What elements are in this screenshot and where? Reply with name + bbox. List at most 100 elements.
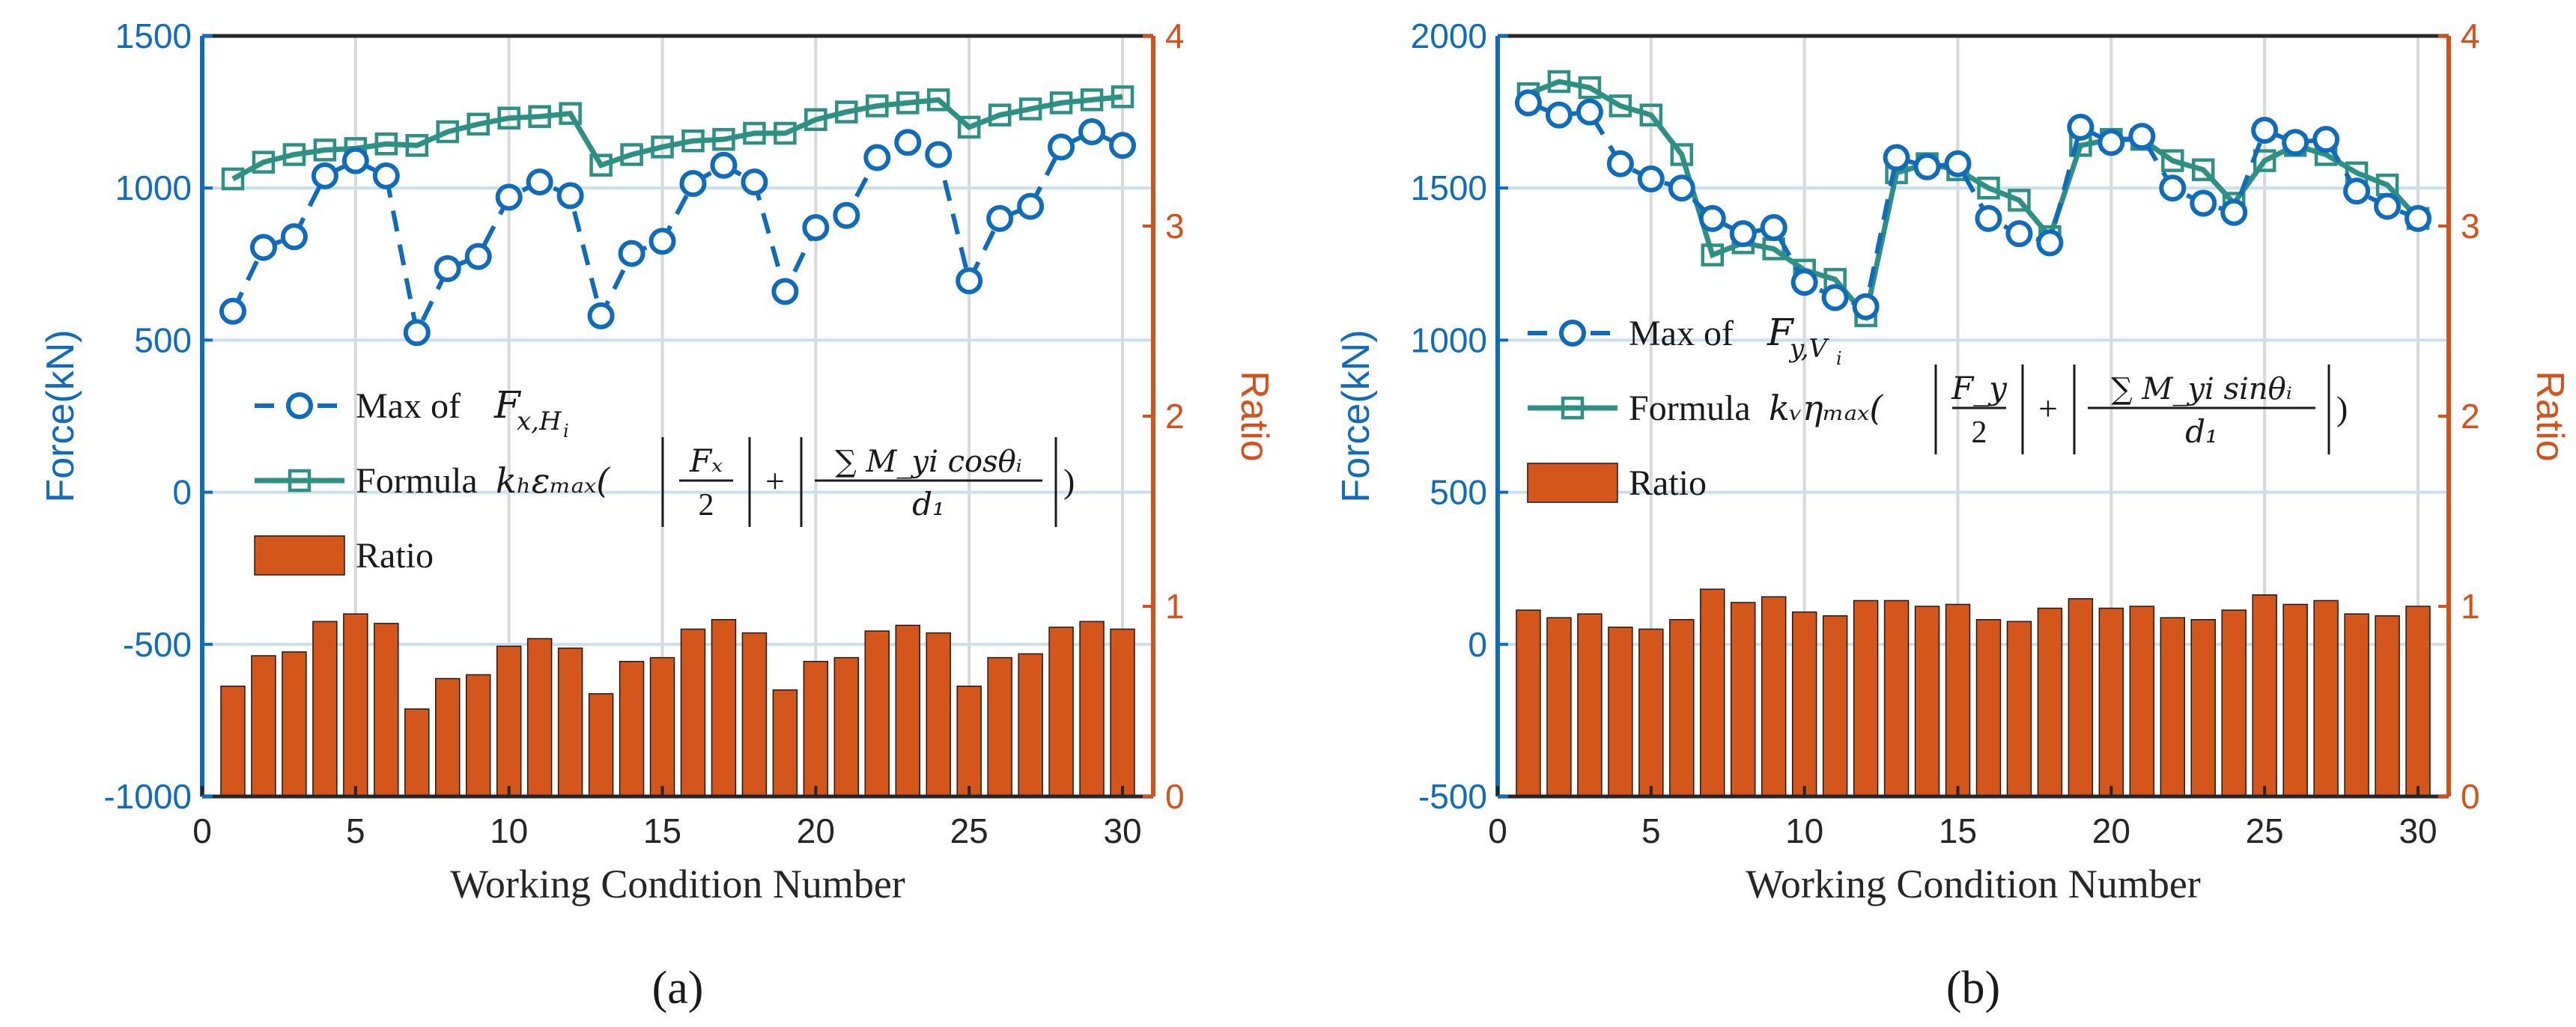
max-marker	[1975, 204, 2002, 232]
legend-max-marker	[286, 392, 313, 419]
ratio-bar	[895, 624, 920, 797]
max-marker	[618, 240, 645, 267]
max-marker	[863, 144, 891, 171]
formula-marker	[2161, 149, 2184, 172]
ratio-bar	[2344, 613, 2369, 797]
max-marker	[679, 170, 707, 198]
ratio-bar	[2252, 594, 2277, 797]
ratio-bar	[2282, 603, 2308, 797]
x-tick-label: 30	[1103, 811, 1141, 850]
formula-marker	[988, 103, 1012, 127]
max-marker	[2405, 204, 2432, 232]
legend-max-label: Max of	[1629, 314, 1734, 353]
ratio-bar	[2313, 600, 2339, 797]
ratio-bar	[833, 656, 860, 797]
ratio-bar	[1945, 603, 1971, 797]
max-marker	[2374, 192, 2402, 220]
formula-marker	[681, 129, 705, 153]
y-tick-label-right: 4	[1165, 16, 1185, 55]
max-marker	[311, 162, 338, 189]
legend-plus: +	[2038, 389, 2058, 427]
ratio-bar	[374, 623, 399, 797]
formula-marker	[1609, 94, 1632, 118]
x-axis-title: Working Condition Number	[1746, 862, 2201, 906]
legend-max-subsubscript: i	[563, 421, 569, 442]
max-marker	[2005, 220, 2033, 248]
max-marker	[802, 214, 830, 242]
left-y-axis-title: Force(kN)	[1334, 329, 1378, 502]
max-marker	[1514, 89, 1542, 117]
ratio-bar	[619, 660, 645, 797]
ratio-bar	[1761, 596, 1787, 797]
x-tick-label: 15	[1939, 811, 1977, 850]
ratio-bar	[1975, 619, 2002, 797]
formula-line	[1527, 79, 2420, 322]
max-marker	[741, 168, 768, 196]
formula-marker	[497, 106, 520, 129]
formula-line	[231, 94, 1123, 182]
max-marker	[249, 234, 277, 261]
y-tick-label-left: -500	[123, 625, 192, 664]
x-tick-label: 25	[950, 811, 988, 850]
max-marker	[710, 151, 738, 179]
legend-frac1-denominator: 2	[1972, 415, 1987, 450]
legend-ratio-label: Ratio	[1629, 463, 1707, 503]
max-marker	[403, 319, 431, 347]
legend: Max of Fx,H i Formula kₕεₘₐₓ(Fₓ 2 + ∑ M_yi cosθ…	[254, 383, 1075, 576]
legend-frac1-numerator: Fₓ	[689, 442, 723, 479]
y-tick-label-left: 0	[1468, 625, 1487, 664]
max-marker	[556, 182, 584, 210]
formula-marker	[559, 102, 582, 125]
formula-marker	[620, 143, 643, 166]
max-marker	[1760, 214, 1787, 242]
max-marker	[1944, 150, 1972, 177]
ratio-bar	[1577, 613, 1603, 797]
formula-marker	[1670, 143, 1694, 166]
ratio-bar	[711, 619, 737, 797]
max-marker	[2128, 123, 2156, 150]
formula-marker	[651, 135, 674, 159]
formula-marker	[282, 143, 306, 166]
formula-marker	[1547, 70, 1571, 94]
formula-marker	[804, 108, 827, 132]
legend-formula-prefix: kᵥηₘₐₓ(	[1769, 388, 1883, 428]
max-marker	[1821, 284, 1849, 311]
right-y-axis-title: Ratio	[1233, 371, 1276, 461]
legend-ratio-swatch	[254, 535, 345, 576]
y-tick-label-left: 1000	[1411, 320, 1487, 359]
y-tick-label-right: 0	[1165, 777, 1185, 816]
formula-marker	[589, 153, 613, 177]
ratio-bar	[282, 651, 307, 797]
formula-marker	[866, 94, 889, 118]
max-marker	[495, 183, 523, 211]
ratio-bar	[1048, 627, 1074, 797]
max-marker	[2343, 177, 2371, 205]
y-tick-label-left: 2000	[1411, 16, 1487, 55]
x-tick-label: 0	[1488, 811, 1507, 850]
y-tick-label-left: 1000	[115, 168, 192, 207]
ratio-bar	[1079, 621, 1105, 797]
ratio-bar	[2068, 598, 2094, 797]
max-marker	[219, 297, 246, 325]
formula-marker	[1018, 97, 1042, 121]
max-marker	[956, 267, 983, 295]
legend-ratio-label: Ratio	[356, 536, 434, 576]
ratio-bar	[772, 689, 798, 797]
ratio-bar	[343, 613, 368, 797]
x-tick-label: 20	[797, 811, 835, 850]
ratio-bar	[1638, 628, 1664, 797]
formula-marker	[1080, 88, 1104, 112]
ratio-bar	[956, 685, 982, 797]
ratio-bar	[1516, 609, 1541, 797]
ratio-bar	[1883, 600, 1910, 797]
max-marker	[2097, 129, 2125, 156]
formula-marker	[436, 120, 459, 144]
y-tick-label-right: 2	[1165, 397, 1185, 436]
ratio-bar	[526, 638, 553, 797]
ratio-bar	[557, 647, 583, 797]
ratio-bar	[435, 677, 461, 797]
legend-formula-label: Formula	[1629, 388, 1751, 428]
legend-max-subsubscript: i	[1836, 348, 1842, 369]
x-tick-label: 5	[346, 811, 365, 850]
ratio-bar	[2098, 607, 2124, 797]
